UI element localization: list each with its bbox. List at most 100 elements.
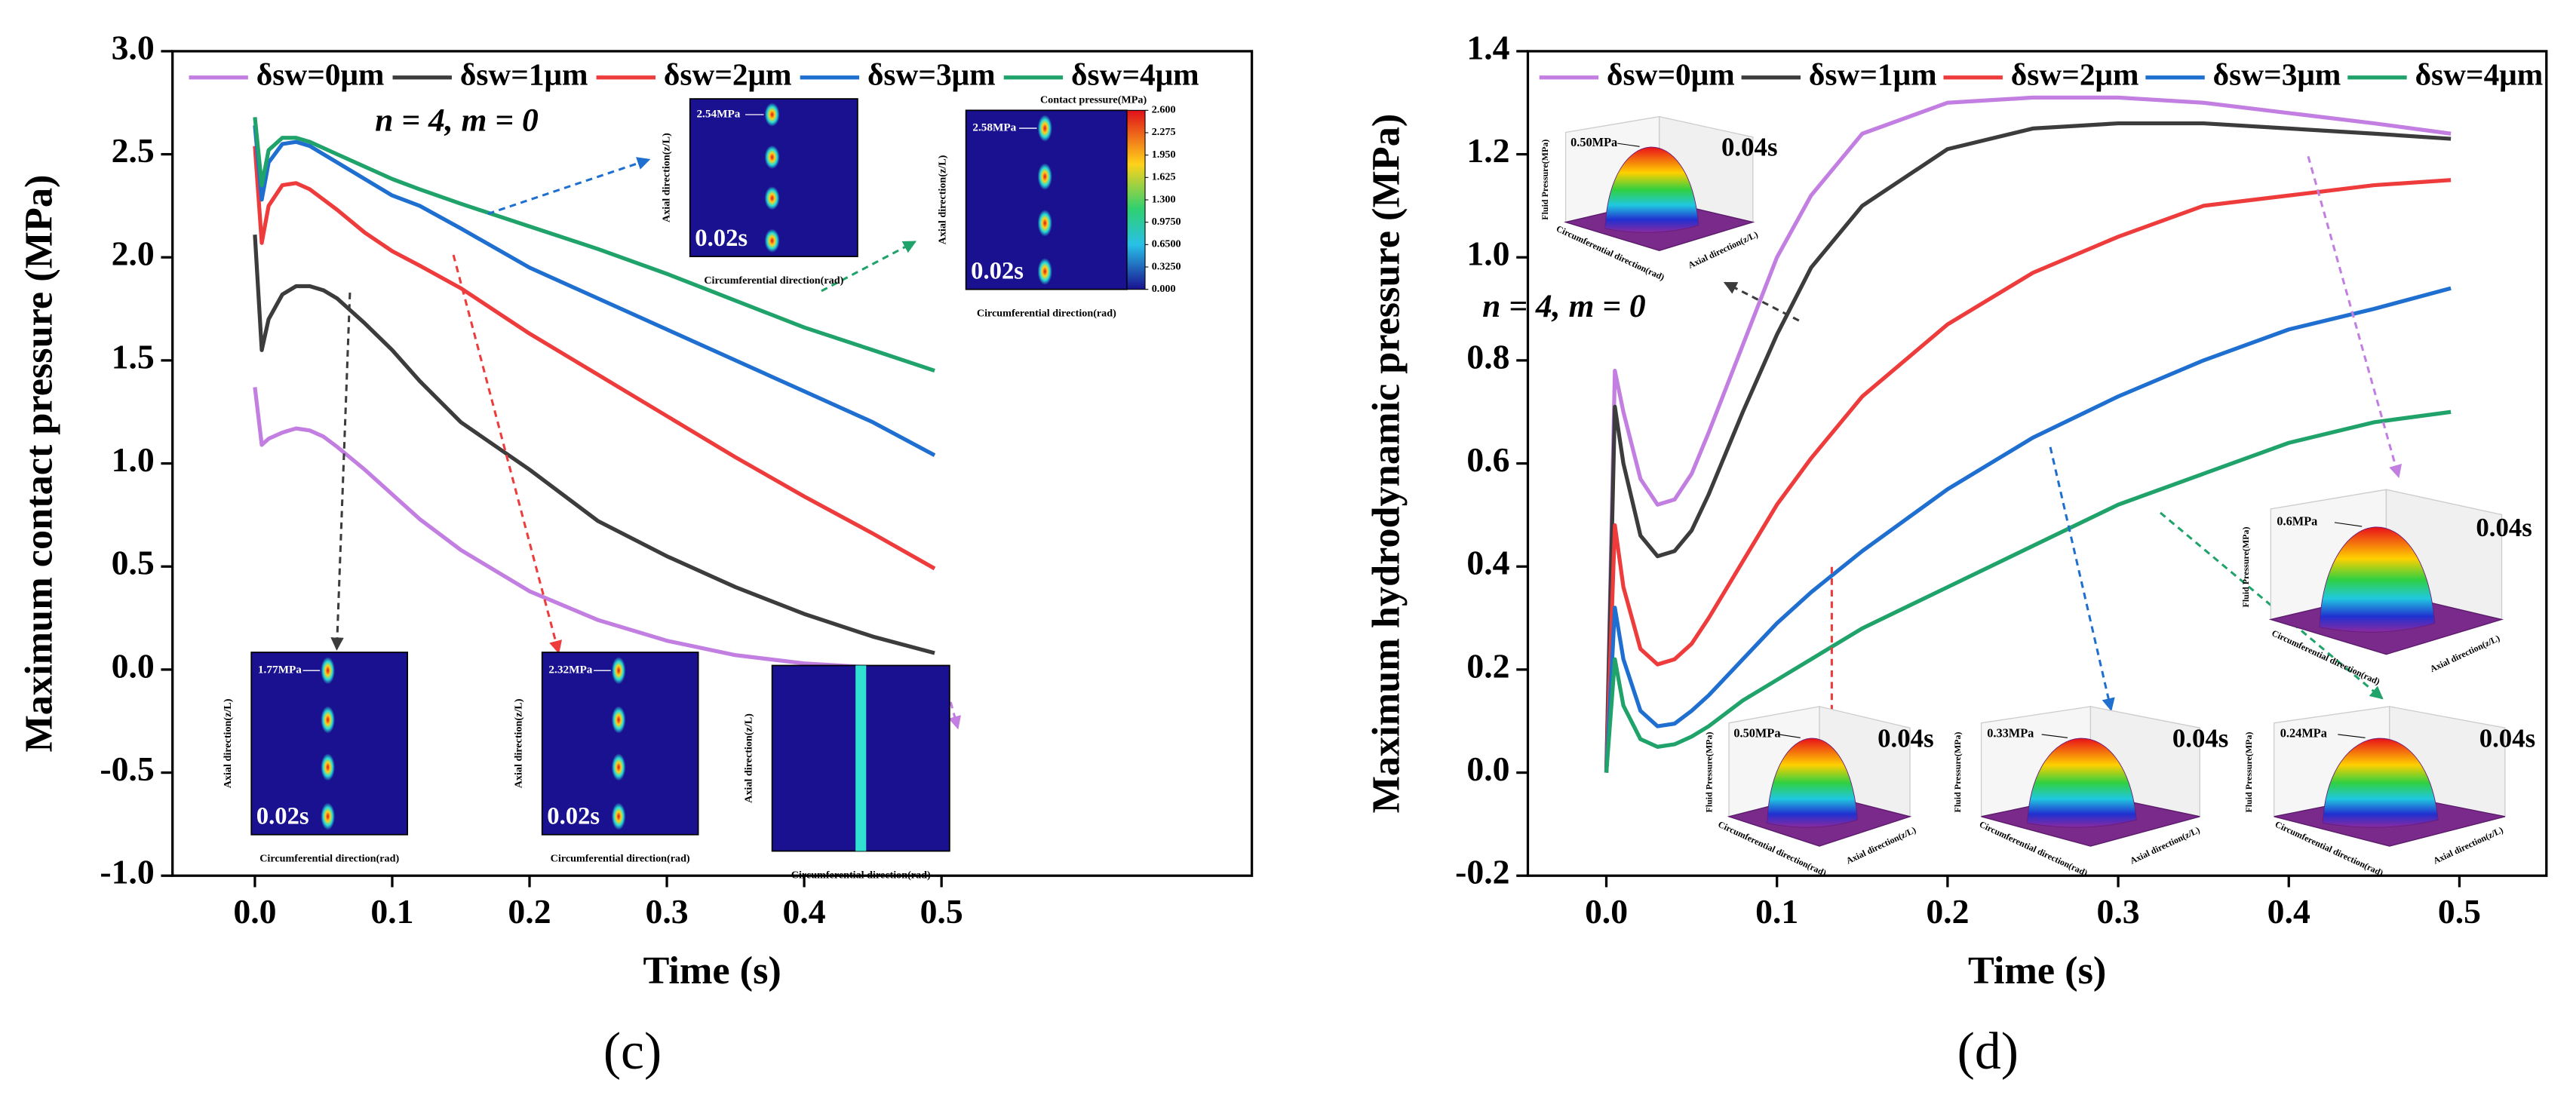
inset-y-label: Axial direction(z/L) bbox=[660, 133, 672, 222]
legend-label: δsw=4μm bbox=[1071, 57, 1199, 91]
contact-spot bbox=[611, 657, 626, 685]
inset-time: 0.02s bbox=[695, 225, 748, 252]
pressure-surface bbox=[1604, 146, 1699, 233]
x-tick-label: 0.3 bbox=[2096, 892, 2139, 931]
inset-peak-label: 2.58MPa bbox=[972, 121, 1016, 134]
inset-time: 0.02s bbox=[256, 803, 309, 830]
pointer-arrow bbox=[487, 157, 651, 215]
x-tick-label: 0.4 bbox=[783, 892, 826, 931]
pointer-arrow bbox=[940, 668, 962, 730]
colorbar-tick-label: 2.600 bbox=[1152, 104, 1176, 116]
y-axis-label: Maximum hydrodynamic pressure (MPa) bbox=[1365, 114, 1408, 814]
inset-peak-label: 0.50MPa bbox=[1733, 726, 1780, 741]
series-line bbox=[1604, 286, 2452, 773]
panel-label: (c) bbox=[603, 1023, 662, 1081]
inset-time: 0.02s bbox=[547, 803, 600, 830]
contact-spot bbox=[611, 706, 626, 734]
pressure-surface bbox=[2322, 738, 2439, 828]
y-tick-label: 0.6 bbox=[1466, 440, 1509, 479]
y-tick-label: -0.5 bbox=[100, 750, 154, 788]
x-tick-label: 0.1 bbox=[1755, 892, 1798, 931]
x-tick-label: 0.0 bbox=[1585, 892, 1628, 931]
contact-spot bbox=[611, 753, 626, 781]
y-tick-label: 1.4 bbox=[1466, 28, 1509, 66]
inset-z-label: Fluid Pressure(MPa) bbox=[2240, 527, 2251, 608]
pressure-surface bbox=[2319, 526, 2436, 633]
inset-z-label: Fluid Pressure(MPa) bbox=[1704, 732, 1715, 813]
x-tick-label: 0.0 bbox=[233, 892, 276, 931]
contact-spot bbox=[764, 103, 780, 127]
inset-peak-pointer bbox=[2041, 734, 2068, 738]
y-tick-label: -0.2 bbox=[1455, 853, 1509, 891]
contact-spot bbox=[1037, 115, 1052, 142]
inset-y-label: Axial direction(z/L) bbox=[2428, 633, 2501, 674]
x-tick-label: 0.4 bbox=[2267, 892, 2310, 931]
legend-label: δsw=2μm bbox=[664, 57, 792, 91]
plot: -0.2 0.0 0.2 0.4 0.6 0.8 1.0 1.2 1.4 0.0 0.1 0.2 0.3… bbox=[1365, 28, 2548, 1081]
legend-label: δsw=0μm bbox=[1607, 57, 1735, 91]
y-tick-label: 0.0 bbox=[112, 646, 155, 685]
inset-time: 0.04s bbox=[1878, 724, 1934, 753]
y-tick-label: 0.2 bbox=[1466, 646, 1509, 685]
colorbar-tick-label: 1.950 bbox=[1152, 149, 1176, 161]
y-tick-label: 2.0 bbox=[112, 235, 155, 273]
inset-peak-label: 1.77MPa bbox=[258, 664, 302, 676]
legend-label: δsw=3μm bbox=[867, 57, 996, 91]
annotation: n = 4, m = 0 bbox=[1482, 288, 1646, 324]
contact-spot bbox=[611, 802, 626, 830]
x-axis-label: Time (s) bbox=[1968, 949, 2106, 992]
contact-spot bbox=[764, 186, 780, 210]
inset-peak-pointer bbox=[2334, 522, 2363, 527]
inset: Circumferential direction(rad) Axial dire… bbox=[512, 652, 699, 865]
legend-label: δsw=3μm bbox=[2213, 57, 2341, 91]
inset: Circumferential direction(rad) Axial dire… bbox=[936, 94, 1181, 319]
inset-x-label: Circumferential direction(rad) bbox=[704, 274, 843, 287]
pointer-arrow bbox=[2049, 446, 2115, 712]
inset-z-label: Fluid Pressure(MPa) bbox=[2243, 732, 2254, 813]
inset-time: 0.04s bbox=[2476, 513, 2532, 542]
series-line bbox=[253, 146, 936, 571]
x-tick-label: 0.5 bbox=[2438, 892, 2481, 931]
panel-label: (d) bbox=[1957, 1023, 2019, 1081]
series-line bbox=[253, 235, 935, 655]
inset-x-label: Circumferential direction(rad) bbox=[551, 853, 690, 865]
series-line bbox=[253, 387, 935, 672]
inset-x-label: Circumferential direction(rad) bbox=[259, 853, 399, 865]
legend-label: δsw=1μm bbox=[1809, 57, 1937, 91]
annotation: n = 4, m = 0 bbox=[375, 103, 539, 139]
inset-peak-label: 0.50MPa bbox=[1570, 135, 1617, 149]
pointer-arrow bbox=[2160, 511, 2384, 700]
y-tick-label: -1.0 bbox=[100, 853, 154, 891]
contact-spot bbox=[321, 706, 335, 734]
inset: Circumferential direction(rad) Axial dire… bbox=[742, 664, 950, 881]
series-line bbox=[1604, 121, 2452, 773]
colorbar-tick-label: 0.9750 bbox=[1152, 216, 1181, 228]
x-tick-label: 0.2 bbox=[508, 892, 551, 931]
plot: -1.0 -0.5 0.0 0.5 1.0 1.5 2.0 2.5 3.0 0.0 0.1 0.2 0.… bbox=[17, 28, 1254, 1081]
x-tick-label: 0.2 bbox=[1926, 892, 1969, 931]
x-axis-label: Time (s) bbox=[643, 949, 781, 992]
colorbar-tick-label: 1.300 bbox=[1152, 193, 1176, 205]
x-tick-label: 0.3 bbox=[645, 892, 688, 931]
legend-label: δsw=4μm bbox=[2415, 57, 2544, 91]
contact-spot bbox=[1037, 210, 1052, 237]
y-tick-label: 3.0 bbox=[112, 28, 155, 66]
inset-x-label: Circumferential direction(rad) bbox=[977, 308, 1116, 320]
pressure-surface bbox=[1767, 738, 1859, 828]
series-line bbox=[253, 125, 936, 457]
inset-peak-label: 2.54MPa bbox=[696, 107, 740, 120]
inset-x-label: Circumferential direction(rad) bbox=[791, 869, 931, 881]
colorbar-tick-label: 0.000 bbox=[1152, 283, 1176, 295]
pointer-arrow bbox=[2307, 155, 2403, 479]
colorbar bbox=[1126, 109, 1146, 290]
colorbar-tick-label: 0.3250 bbox=[1152, 260, 1181, 272]
colorbar-tick-label: 1.625 bbox=[1152, 171, 1176, 183]
contact-spot bbox=[321, 753, 335, 781]
inset-peak-label: 0.24MPa bbox=[2280, 726, 2327, 741]
inset-z-label: Fluid Pressure(MPa) bbox=[1952, 732, 1963, 813]
